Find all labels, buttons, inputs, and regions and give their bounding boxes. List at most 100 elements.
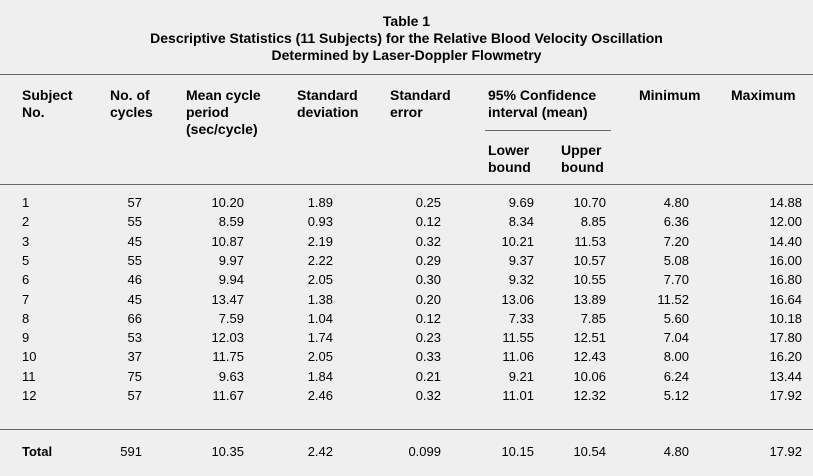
cell-sd: 1.84: [307, 368, 333, 384]
table-title: Table 1 Descriptive Statistics (11 Subje…: [0, 13, 813, 64]
cell-subject: 9: [22, 330, 30, 346]
total-se: 0.099: [408, 444, 441, 459]
cell-min: 7.70: [663, 272, 689, 288]
cell-lower: 9.21: [508, 368, 534, 384]
cell-mean: 10.87: [211, 233, 244, 249]
cell-cycles: 57: [127, 195, 142, 210]
cell-cycles: 46: [127, 272, 142, 288]
cell-cycles: 55: [127, 214, 142, 230]
cell-se: 0.33: [415, 349, 441, 365]
cell-upper: 10.57: [573, 252, 606, 268]
header-upper-bound: Upper bound: [561, 142, 604, 175]
total-max: 17.92: [769, 444, 802, 459]
cell-max: 13.44: [769, 368, 802, 384]
cell-upper: 7.85: [580, 310, 606, 326]
cell-lower: 13.06: [501, 291, 534, 307]
table-row: 10 37 11.75 2.05 0.33 11.06 12.43 8.00 16.20: [0, 347, 813, 366]
cell-sd: 1.38: [307, 291, 333, 307]
cell-min: 11.52: [657, 291, 689, 307]
cell-sd: 2.05: [307, 272, 333, 288]
cell-upper: 10.06: [573, 368, 606, 384]
cell-min: 7.20: [663, 233, 689, 249]
cell-max: 17.80: [769, 330, 802, 346]
cell-se: 0.25: [415, 195, 441, 210]
cell-subject: 12: [22, 388, 37, 403]
total-row: Total 591 10.35 2.42 0.099 10.15 10.54 4…: [0, 442, 813, 461]
cell-min: 5.60: [663, 310, 689, 326]
cell-subject: 8: [22, 310, 30, 326]
cell-sd: 2.19: [307, 233, 333, 249]
cell-mean: 12.03: [211, 330, 244, 346]
cell-cycles: 53: [127, 330, 142, 346]
confidence-interval-rule: [485, 130, 611, 131]
cell-mean: 13.47: [211, 291, 244, 307]
table-row: 9 53 12.03 1.74 0.23 11.55 12.51 7.04 17.80: [0, 328, 813, 347]
cell-sd: 1.04: [307, 310, 333, 326]
cell-min: 4.80: [663, 195, 689, 210]
header-standard-deviation: Standard deviation: [297, 87, 359, 120]
cell-max: 16.64: [769, 291, 802, 307]
cell-cycles: 37: [127, 349, 142, 365]
table-caption-line-2: Determined by Laser-Doppler Flowmetry: [271, 47, 542, 63]
cell-sd: 2.05: [307, 349, 333, 365]
cell-min: 7.04: [663, 330, 689, 346]
cell-mean: 10.20: [211, 195, 244, 210]
cell-subject: 2: [22, 214, 30, 230]
table-row: 6 46 9.94 2.05 0.30 9.32 10.55 7.70 16.80: [0, 270, 813, 289]
cell-cycles: 57: [127, 388, 142, 403]
table-row: 7 45 13.47 1.38 0.20 13.06 13.89 11.52 16.64: [0, 290, 813, 309]
total-sd: 2.42: [307, 444, 333, 459]
total-lower: 10.15: [501, 444, 534, 459]
cell-min: 5.08: [663, 252, 689, 268]
cell-upper: 10.55: [573, 272, 606, 288]
cell-se: 0.30: [415, 272, 441, 288]
cell-cycles: 45: [127, 233, 142, 249]
cell-se: 0.12: [415, 310, 441, 326]
cell-mean: 9.63: [218, 368, 244, 384]
cell-max: 14.40: [769, 233, 802, 249]
header-cycles: No. of cycles: [110, 87, 153, 120]
cell-max: 16.20: [769, 349, 802, 365]
cell-cycles: 66: [127, 310, 142, 326]
header-subject: Subject No.: [22, 87, 73, 120]
cell-se: 0.29: [415, 252, 441, 268]
cell-min: 6.36: [663, 214, 689, 230]
cell-upper: 12.51: [573, 330, 606, 346]
cell-subject: 7: [22, 291, 30, 307]
cell-sd: 1.74: [307, 330, 333, 346]
cell-upper: 8.85: [580, 214, 606, 230]
cell-sd: 0.93: [307, 214, 333, 230]
header-confidence-interval: 95% Confidence interval (mean): [488, 87, 597, 120]
cell-mean: 9.97: [218, 252, 244, 268]
cell-se: 0.12: [415, 214, 441, 230]
cell-mean: 11.75: [212, 349, 244, 365]
cell-sd: 1.89: [307, 195, 333, 210]
cell-max: 17.92: [769, 388, 802, 403]
cell-upper: 13.89: [573, 291, 606, 307]
cell-se: 0.23: [415, 330, 441, 346]
cell-subject: 6: [22, 272, 30, 288]
cell-lower: 9.37: [508, 252, 534, 268]
cell-cycles: 55: [127, 252, 142, 268]
cell-lower: 11.01: [502, 388, 534, 403]
cell-cycles: 45: [127, 291, 142, 307]
cell-max: 16.80: [769, 272, 802, 288]
header-rule: [0, 184, 813, 185]
cell-lower: 8.34: [508, 214, 534, 230]
cell-mean: 11.67: [212, 388, 244, 403]
cell-mean: 9.94: [218, 272, 244, 288]
header-maximum: Maximum: [731, 87, 796, 103]
header-standard-error: Standard error: [390, 87, 451, 120]
cell-lower: 11.55: [502, 330, 534, 346]
cell-subject: 3: [22, 233, 30, 249]
table-row: 5 55 9.97 2.22 0.29 9.37 10.57 5.08 16.00: [0, 251, 813, 270]
cell-se: 0.20: [415, 291, 441, 307]
cell-subject: 5: [22, 252, 30, 268]
cell-max: 16.00: [769, 252, 802, 268]
cell-se: 0.21: [415, 368, 441, 384]
cell-mean: 8.59: [218, 214, 244, 230]
cell-subject: 11: [22, 368, 36, 384]
total-min: 4.80: [663, 444, 689, 459]
cell-mean: 7.59: [218, 310, 244, 326]
header-lower-bound: Lower bound: [488, 142, 531, 175]
